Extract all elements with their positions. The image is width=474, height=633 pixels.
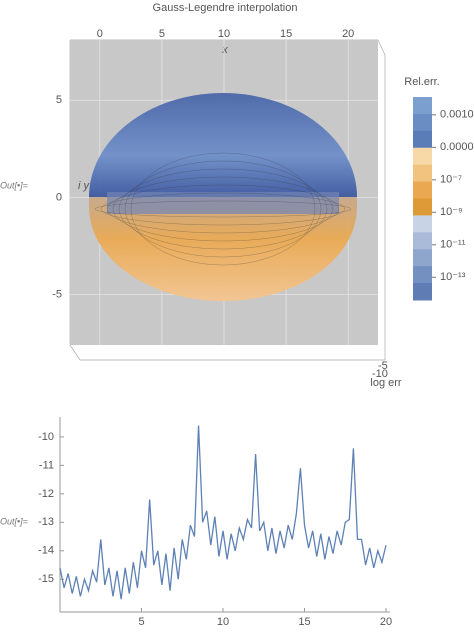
surface-band [107,192,339,214]
colorbar-segment [413,215,432,233]
x-tick-label: 20 [342,28,354,40]
mesh-line [106,184,340,234]
surface-upper [89,93,357,197]
colorbar-segment [413,198,432,216]
colorbar-segment [413,181,432,199]
colorbar-tick-label: 10⁻¹³ [440,271,466,283]
colorbar-segment [413,283,432,301]
mesh-line [118,168,328,250]
colorbar-segment [413,164,432,183]
x-tick-label: 15 [298,616,310,628]
y-tick-label: -15 [38,573,54,585]
y-tick-label: 0 [56,191,62,203]
y-tick-label: -5 [52,288,62,300]
colorbar-segment [413,232,432,250]
mesh-line [130,152,316,266]
y-tick-label: 5 [56,94,62,106]
colorbar-segment [413,249,432,267]
chart-title: Gauss-Legendre interpolation [153,2,298,14]
x-tick-label: 5 [138,616,144,628]
x-tick-label: 10 [218,28,230,40]
mesh-line [112,176,334,242]
y-tick-label: -12 [38,488,54,500]
colorbar-tick-label: 10⁻⁷ [440,174,462,186]
colorbar-segment [413,97,432,115]
z-tick-label: -10 [372,368,388,380]
mesh-line [124,160,322,258]
mesh-line [100,192,346,226]
x-tick-label: 20 [380,616,392,628]
colorbar-segment [413,113,432,132]
out-label: Out[•]= [0,516,28,526]
x-tick-label: 10 [217,616,229,628]
x-tick-label: 0 [97,28,103,40]
colorbar-title: Rel.err. [404,76,439,88]
y-tick-label: -14 [38,545,54,557]
y-tick-label: -10 [38,431,54,443]
colorbar-tick-label: 10⁻⁹ [440,206,463,218]
data-line [59,425,387,600]
x-axis-label: x [221,44,228,56]
out-label: Out[•]= [0,180,28,190]
y-tick-label: -11 [39,459,54,471]
colorbar-segment [413,266,432,284]
x-tick-label: 15 [280,28,292,40]
y-tick-label: -13 [38,516,54,528]
colorbar-tick-label: 10⁻¹¹ [440,239,466,251]
y-axis-label: i y [78,180,91,192]
x-tick-label: 5 [159,28,165,40]
z-tick-label: -5 [378,360,388,372]
mesh-line [94,200,352,218]
colorbar-segment [413,147,432,166]
colorbar-segment [413,130,432,149]
z-axis-label: log err [370,377,402,389]
